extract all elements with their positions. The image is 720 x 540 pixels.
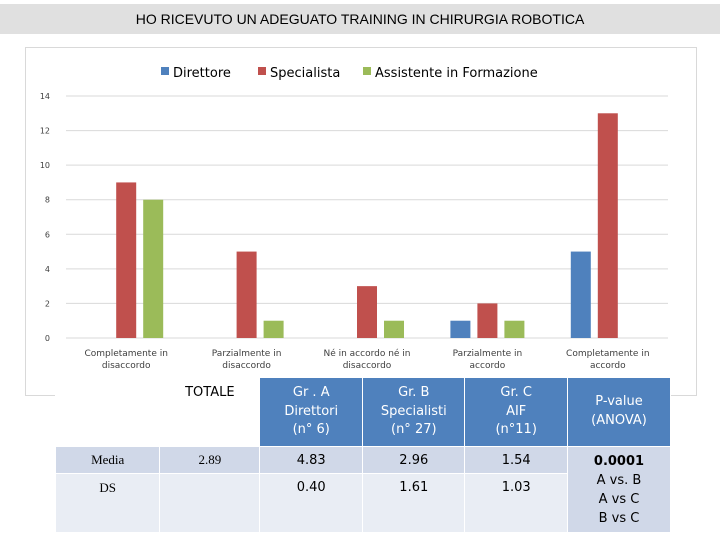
legend-swatch [161, 67, 169, 75]
bar-assistente-in-formazione [384, 320, 404, 338]
x-category-label: Né in accordo né in disaccordo [323, 348, 410, 371]
bar-specialista [477, 303, 498, 338]
x-category-label: Completamente in disaccordo [84, 349, 168, 371]
header-group-a-line3: (n° 6) [292, 422, 330, 438]
bar-specialista [116, 182, 137, 338]
bar-direttore [570, 251, 591, 338]
header-empty-cell [54, 377, 161, 447]
legend-label: Assistente in Formazione [375, 66, 538, 81]
title-bar: HO RICEVUTO UN ADEGUATO TRAINING IN CHIR… [0, 4, 720, 34]
bar-specialista [357, 286, 377, 338]
header-group-b: Gr. B Specialisti (n° 27) [362, 377, 466, 447]
stats-table: TOTALE Gr . A Direttori (n° 6) Gr. B Spe… [54, 377, 671, 533]
y-tick-label: 8 [45, 196, 50, 205]
y-tick-label: 4 [45, 265, 50, 274]
header-group-b-line1: Gr. B [398, 384, 430, 400]
header-group-b-line3: (n° 27) [391, 422, 437, 438]
header-pvalue-line1: P-value [595, 394, 643, 410]
x-category-label: Parzialmente in disaccordo [212, 349, 282, 371]
row-ds-label: DS [54, 473, 161, 533]
y-tick-label: 6 [45, 230, 50, 239]
y-tick-label: 14 [40, 92, 50, 101]
header-total: TOTALE [159, 377, 261, 447]
row-ds-group-a: 0.40 [259, 473, 364, 533]
row-ds-group-b: 1.61 [362, 473, 466, 533]
row-media-group-b: 2.96 [362, 446, 466, 474]
header-group-c-line1: Gr. C [500, 384, 532, 400]
pvalue-comparison-bc: B vs C [598, 510, 640, 526]
bar-chart: 0 2 4 6 8 10 12 14 Completamente in disaccordo Par… [40, 66, 668, 371]
header-group-a-line2: Direttori [284, 403, 339, 419]
y-tick-label: 12 [40, 127, 50, 136]
header-group-b-line2: Specialisti [380, 403, 447, 419]
header-group-a: Gr . A Direttori (n° 6) [259, 377, 364, 447]
y-tick-label: 0 [45, 334, 50, 343]
header-group-c-line2: AIF [506, 403, 527, 419]
legend-label: Specialista [270, 66, 340, 81]
header-pvalue: P-value (ANOVA) [567, 377, 671, 447]
x-category-label: Parzialmente in accordo [453, 349, 523, 371]
pvalue-comparison-ab: A vs. B [596, 472, 642, 488]
bar-assistente-in-formazione [263, 320, 284, 338]
chart-title: HO RICEVUTO UN ADEGUATO TRAINING IN CHIR… [135, 11, 585, 27]
row-ds-total [159, 473, 261, 533]
chart-frame: 0 2 4 6 8 10 12 14 Completamente in disaccordo Par… [25, 47, 697, 396]
legend-swatch [363, 67, 371, 75]
x-category-label: Completamente in accordo [566, 349, 650, 371]
bar-assistente-in-formazione [143, 199, 164, 338]
row-media-group-c: 1.54 [464, 446, 568, 474]
bar-specialista [597, 113, 618, 339]
header-group-a-line1: Gr . A [292, 384, 330, 400]
row-media-group-a: 4.83 [259, 446, 364, 474]
bar-direttore [450, 320, 471, 338]
pvalue-comparison-ac: A vs C [598, 491, 640, 507]
row-ds-group-c: 1.03 [464, 473, 568, 533]
legend-swatch [258, 67, 266, 75]
y-tick-label: 2 [45, 299, 50, 308]
legend-label: Direttore [173, 66, 231, 81]
header-group-c-line3: (n°11) [495, 422, 537, 438]
bar-specialista [236, 251, 257, 338]
row-media-label: Media [54, 446, 161, 474]
y-tick-label: 10 [40, 161, 50, 170]
row-media-total: 2.89 [159, 446, 261, 474]
header-group-c: Gr. C AIF (n°11) [464, 377, 568, 447]
header-pvalue-line2: (ANOVA) [591, 413, 647, 428]
bar-assistente-in-formazione [504, 320, 525, 338]
pvalue-number: 0.0001 [593, 454, 645, 469]
pvalue-cell: 0.0001 A vs. B A vs C B vs C [567, 446, 671, 533]
